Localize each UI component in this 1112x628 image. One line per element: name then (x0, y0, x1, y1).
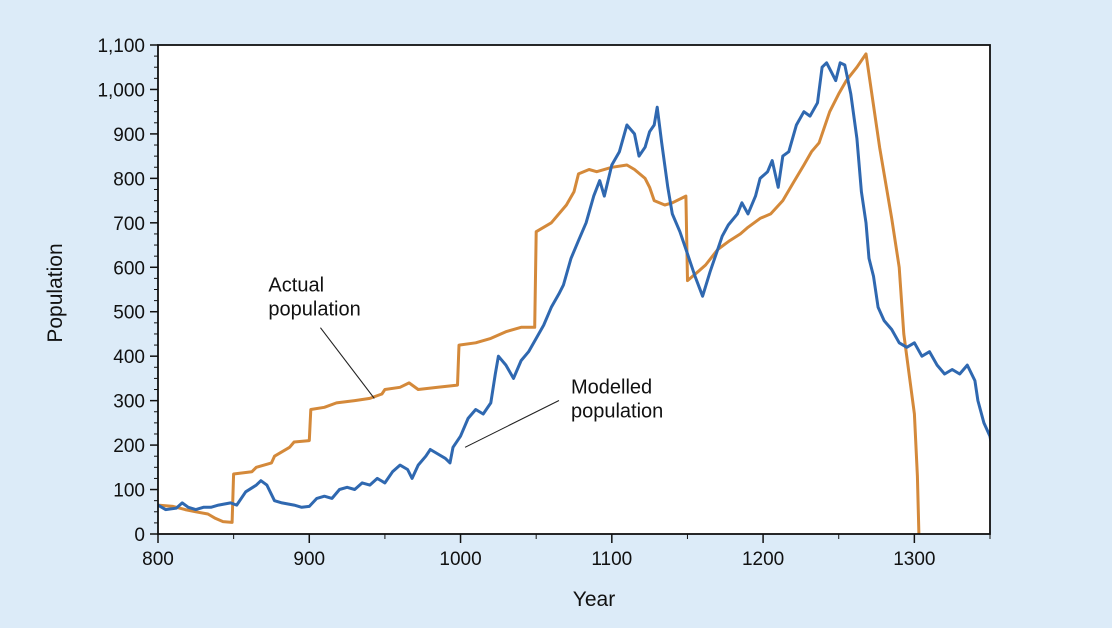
modelled-population-line (158, 61, 990, 512)
x-tick-label: 900 (293, 549, 325, 570)
y-tick-label: 300 (113, 392, 145, 413)
y-tick-label: 100 (113, 481, 145, 502)
y-tick-label: 1,000 (97, 80, 145, 101)
actual-annotation-label: Actual population (268, 275, 360, 321)
x-tick-label: 1000 (439, 549, 481, 570)
y-tick-label: 700 (113, 214, 145, 235)
y-tick-label: 0 (134, 525, 145, 546)
y-tick-label: 500 (113, 303, 145, 324)
y-tick-label: 400 (113, 347, 145, 368)
y-tick-label: 1,100 (97, 36, 145, 57)
x-tick-label: 800 (142, 549, 174, 570)
series-lines (158, 52, 990, 534)
x-tick-label: 1200 (742, 549, 784, 570)
modelled-annotation-pointer (464, 400, 560, 448)
y-tick-label: 900 (113, 125, 145, 146)
x-tick-label: 1100 (591, 549, 632, 570)
plot-frame (157, 44, 991, 535)
y-axis-title: Population (44, 243, 67, 342)
modelled-annotation: Modelled population (464, 377, 663, 448)
actual-population-line (158, 52, 921, 534)
actual-annotation-pointer (319, 327, 375, 399)
x-tick-label: 1300 (893, 549, 935, 570)
actual-annotation: Actual population (268, 275, 375, 399)
y-tick-label: 200 (113, 436, 145, 457)
annotations: Actual population Modelled population (268, 275, 663, 448)
axis-tick-labels: 0 100 200 300 400 500 600 700 800 900 1,000 1,100 80… (97, 36, 935, 570)
y-tick-label: 800 (113, 169, 145, 190)
modelled-annotation-label: Modelled population (571, 377, 663, 423)
plot-area (158, 45, 990, 534)
x-axis-title: Year (573, 588, 615, 611)
y-tick-label: 600 (113, 258, 145, 279)
